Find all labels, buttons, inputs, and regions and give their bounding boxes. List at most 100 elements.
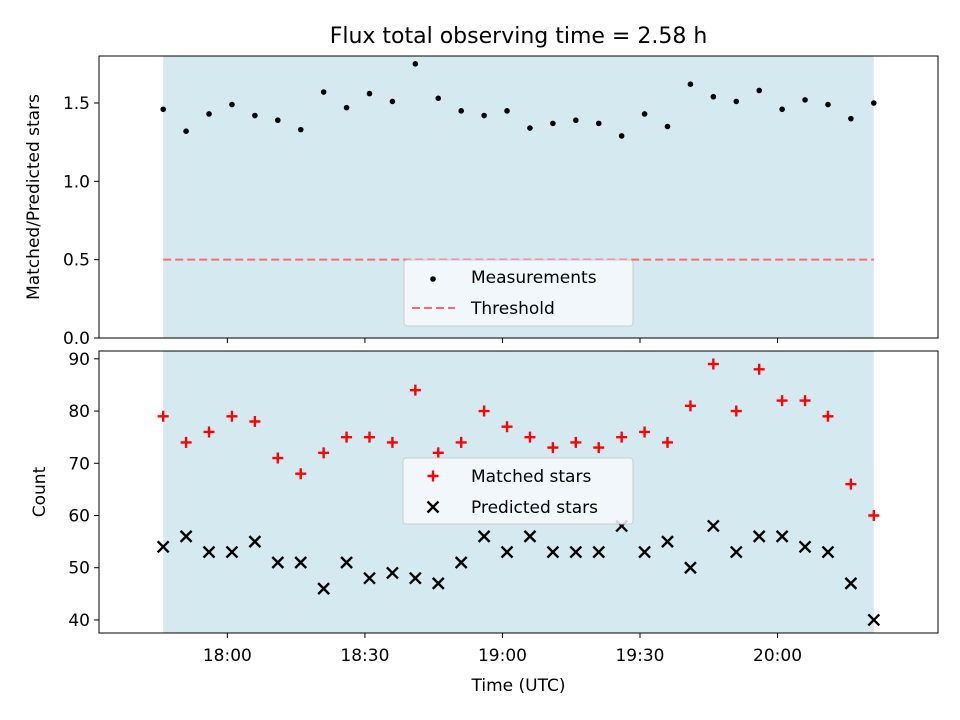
top-y-tick-label: 0.0 xyxy=(63,329,90,349)
bottom-x-axis: 18:00 18:30 19:00 19:30 20:00 xyxy=(203,633,802,666)
measurement-point xyxy=(458,108,464,114)
matched-star-point xyxy=(753,363,765,375)
measurement-point xyxy=(389,98,396,105)
matched-star-point xyxy=(707,358,719,370)
measurement-point xyxy=(802,97,808,103)
x-tick-label: 19:30 xyxy=(615,646,664,666)
matched-star-point xyxy=(386,436,398,448)
measurement-point xyxy=(710,93,717,100)
measurements-legend-label: Measurements xyxy=(471,268,597,288)
measurement-point xyxy=(825,101,831,108)
matched-star-point xyxy=(822,410,834,422)
measurement-point xyxy=(641,111,648,117)
bottom-y-tick-label: 40 xyxy=(68,611,90,631)
predicted-star-point xyxy=(156,540,170,554)
matched-star-point xyxy=(478,405,490,417)
matched-stars-legend-label: Matched stars xyxy=(471,467,591,487)
predicted-star-point xyxy=(179,530,193,543)
measurement-point xyxy=(481,112,487,119)
measurement-point xyxy=(206,111,212,117)
matched-star-point xyxy=(157,410,169,422)
matched-star-point xyxy=(593,442,605,454)
bottom-y-tick-label: 60 xyxy=(68,507,90,527)
measurement-point xyxy=(687,81,694,87)
top-y-tick-label: 0.5 xyxy=(63,251,90,271)
predicted-stars-legend-marker xyxy=(426,500,440,514)
predicted-star-point xyxy=(752,530,766,543)
matched-star-point xyxy=(180,436,192,448)
predicted-star-point xyxy=(294,556,308,569)
matched-star-point xyxy=(776,395,788,407)
bottom-y-axis-label: Count xyxy=(30,466,50,517)
predicted-stars-series xyxy=(156,519,881,627)
predicted-star-point xyxy=(454,556,468,569)
matched-star-point xyxy=(524,431,536,443)
top-plot-frame xyxy=(98,55,939,339)
predicted-star-point xyxy=(729,545,743,559)
bottom-y-tick-label: 50 xyxy=(68,559,90,579)
measurement-point xyxy=(595,120,602,127)
bottom-y-axis: 40 50 60 70 80 90 xyxy=(68,350,99,631)
x-tick-label: 18:00 xyxy=(203,646,252,666)
matched-star-point xyxy=(639,426,651,438)
predicted-star-point xyxy=(386,566,399,580)
predicted-star-point xyxy=(363,571,376,585)
measurement-point xyxy=(733,98,740,105)
measurement-point xyxy=(252,112,258,119)
predicted-star-point xyxy=(546,545,560,559)
matched-star-point xyxy=(409,384,421,396)
top-x-ticks xyxy=(226,338,779,343)
matched-star-point xyxy=(272,452,284,464)
matched-star-point xyxy=(570,436,582,448)
predicted-star-point xyxy=(798,540,812,554)
matched-star-point xyxy=(547,442,559,454)
matched-star-point xyxy=(249,416,261,427)
bottom-plot-frame xyxy=(98,350,939,634)
top-legend-box xyxy=(403,259,634,327)
matched-star-point xyxy=(868,510,880,521)
top-panel: 0.0 0.5 1.0 1.5 Matched/Predicted stars Mea… xyxy=(24,55,939,349)
measurement-point xyxy=(504,108,510,114)
measurement-point xyxy=(756,87,762,94)
measurement-point xyxy=(550,120,556,127)
measurement-point xyxy=(618,133,625,139)
matched-star-point xyxy=(730,405,742,417)
matched-star-point xyxy=(662,436,674,448)
measurement-point xyxy=(412,61,419,67)
matched-stars-series xyxy=(157,358,880,521)
predicted-star-point xyxy=(661,535,674,548)
matched-star-point xyxy=(684,400,696,412)
x-tick-label: 20:00 xyxy=(753,646,802,666)
top-legend: Measurements Threshold xyxy=(403,259,634,327)
measurement-point xyxy=(779,106,785,113)
predicted-star-point xyxy=(500,545,514,559)
measurement-point xyxy=(160,106,166,113)
measurement-point xyxy=(848,115,854,122)
bottom-y-tick-label: 80 xyxy=(68,402,90,422)
predicted-star-point xyxy=(844,577,858,590)
measurement-point xyxy=(297,126,304,133)
measurement-point xyxy=(664,123,671,130)
top-y-tick-label: 1.5 xyxy=(63,94,90,114)
predicted-stars-legend-label: Predicted stars xyxy=(471,498,598,518)
threshold-legend-label: Threshold xyxy=(470,299,555,319)
predicted-star-point xyxy=(569,545,583,559)
top-y-axis-label: Matched/Predicted stars xyxy=(24,94,44,300)
measurement-point xyxy=(343,104,350,111)
predicted-star-point xyxy=(340,556,353,569)
matched-stars-legend-marker xyxy=(427,470,439,482)
predicted-star-point xyxy=(821,545,835,559)
measurement-point xyxy=(320,89,327,95)
predicted-star-point xyxy=(225,545,239,559)
matched-star-point xyxy=(226,410,238,422)
predicted-star-point xyxy=(638,545,651,559)
measurements-legend-marker xyxy=(430,276,436,282)
matched-stars-legend-glyph xyxy=(427,470,439,482)
matched-star-point xyxy=(455,436,467,448)
measurement-point xyxy=(275,117,281,124)
matched-star-point xyxy=(616,431,628,443)
predicted-star-point xyxy=(592,545,606,559)
bottom-panel: 40 50 60 70 80 90 18:00 18:30 19:00 19:30 20:00 C… xyxy=(30,350,939,696)
matched-star-point xyxy=(318,447,330,459)
